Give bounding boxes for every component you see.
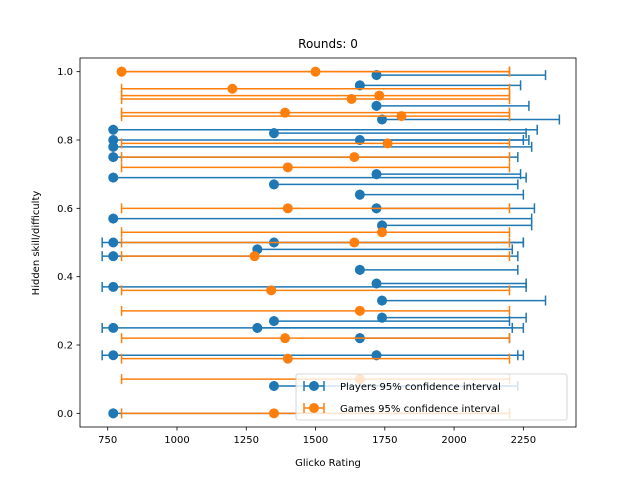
data-point: [371, 350, 382, 361]
data-point: [382, 138, 393, 149]
data-point: [346, 94, 357, 104]
legend: Players 95% confidence interval Games 95%…: [295, 373, 568, 421]
data-point: [310, 66, 321, 77]
data-point: [396, 111, 407, 122]
data-point: [354, 264, 365, 275]
x-tick-label: 1500: [303, 435, 328, 446]
legend-entry: Games 95% confidence interval: [303, 403, 500, 415]
legend-box: [295, 373, 568, 421]
x-tick-label: 1250: [234, 435, 259, 446]
x-tick-label: 750: [98, 435, 117, 446]
data-point: [371, 100, 382, 111]
x-axis-label: Glicko Rating: [295, 458, 361, 469]
data-point: [108, 237, 119, 248]
data-point: [268, 128, 279, 139]
data-point: [377, 114, 388, 125]
data-point: [377, 220, 388, 231]
data-point: [108, 350, 119, 361]
legend-marker: [309, 381, 319, 391]
data-point: [377, 295, 388, 306]
data-point: [280, 107, 291, 118]
x-tick-label: 2000: [441, 435, 466, 446]
data-point: [354, 135, 365, 145]
legend-entry: Players 95% confidence interval: [303, 381, 501, 393]
axes: 750 1000 1250 1500 1750 2000 2250 0.0 0.2 0.4 0.6 0…: [57, 57, 577, 446]
data-point: [282, 353, 293, 364]
data-point: [268, 179, 279, 190]
data-point: [377, 312, 388, 323]
x-tick-label: 2250: [511, 435, 536, 446]
data-point: [374, 90, 385, 101]
data-point: [249, 251, 260, 262]
data-point: [108, 251, 119, 262]
y-tick-label: 0.4: [57, 272, 73, 283]
legend-label: Games 95% confidence interval: [340, 404, 500, 415]
data-point: [349, 152, 360, 163]
data-point: [108, 124, 119, 135]
data-point: [371, 278, 382, 289]
data-point: [108, 172, 119, 183]
y-tick-label: 0.8: [57, 136, 73, 147]
data-point: [354, 80, 365, 91]
y-tick-label: 0.2: [57, 341, 73, 352]
data-point: [108, 408, 119, 419]
data-point: [108, 322, 119, 333]
y-tick-label: 0.0: [57, 409, 73, 420]
y-tick-label: 0.6: [57, 204, 73, 215]
y-axis-label: Hidden skill/difficulty: [31, 191, 42, 296]
data-point: [282, 162, 293, 173]
data-point: [371, 169, 382, 180]
data-point: [268, 408, 279, 419]
data-point: [371, 70, 382, 81]
data-point: [377, 227, 388, 238]
data-point: [266, 285, 277, 296]
data-point: [268, 381, 279, 391]
data-point: [108, 141, 119, 152]
data-point: [252, 322, 263, 333]
data-point: [108, 135, 119, 145]
data-point: [268, 316, 279, 327]
data-point: [349, 237, 360, 248]
axes-frame: [79, 57, 577, 428]
data-point: [354, 189, 365, 200]
x-tick-label: 1750: [372, 435, 397, 446]
data-point: [108, 213, 119, 224]
data-point: [280, 333, 291, 344]
data-point: [354, 305, 365, 316]
y-tick-label: 1.0: [57, 67, 73, 78]
legend-marker: [309, 403, 319, 413]
data-point: [282, 203, 293, 214]
legend-label: Players 95% confidence interval: [340, 382, 501, 393]
data-point: [108, 152, 119, 163]
chart-title: Rounds: 0: [298, 37, 358, 51]
data-point: [108, 281, 119, 292]
x-tick-label: 1000: [164, 435, 189, 446]
data-point: [227, 83, 238, 94]
